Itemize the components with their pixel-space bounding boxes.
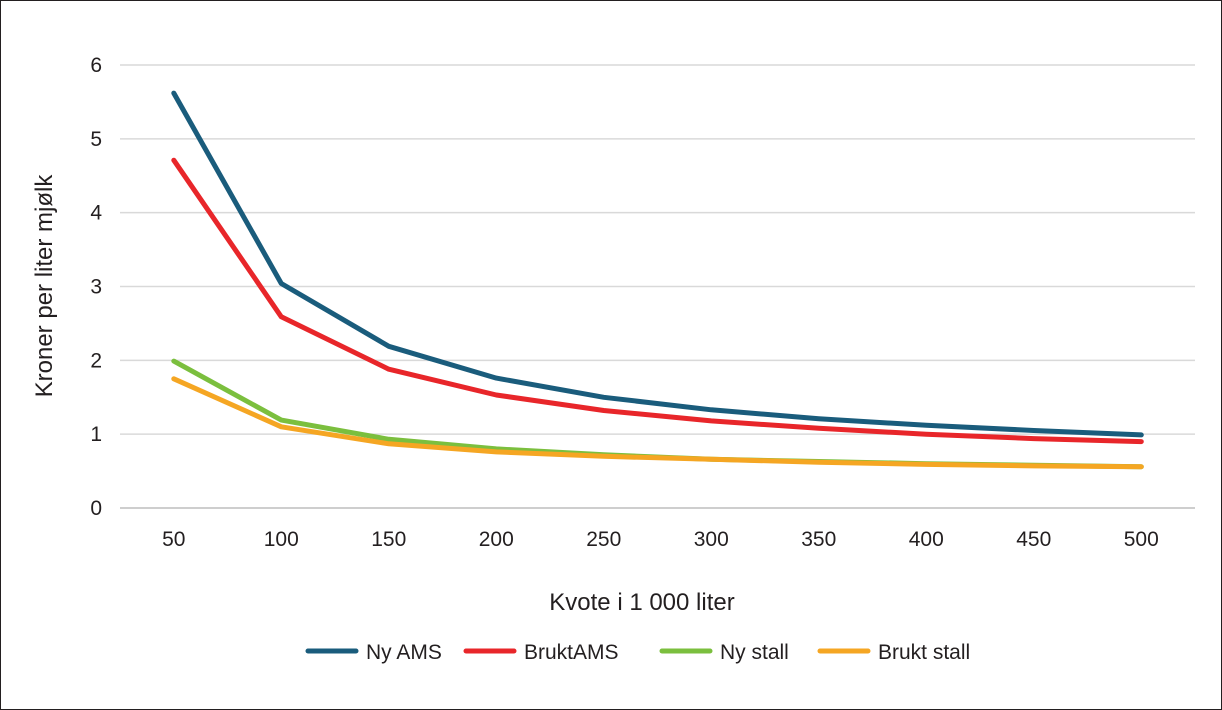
x-tick-label: 200 [479,528,514,551]
y-tick-label: 1 [90,423,102,446]
x-tick-label: 500 [1124,528,1159,551]
legend-label-0: Ny AMS [366,641,442,664]
x-tick-label: 400 [909,528,944,551]
x-tick-label: 250 [586,528,621,551]
x-tick-label: 150 [371,528,406,551]
legend-label-3: Brukt stall [878,641,970,664]
legend-label-2: Ny stall [720,641,789,664]
y-tick-label: 5 [90,128,102,151]
x-axis-title: Kvote i 1 000 liter [549,589,734,616]
series-lines [171,90,1144,470]
series-line-3 [171,376,1144,470]
x-tick-label: 50 [162,528,185,551]
legend: Ny AMS BruktAMS Ny stall Brukt stall [305,641,970,664]
y-tick-label: 3 [90,276,102,299]
y-tick-label: 6 [90,54,102,77]
x-tick-label: 350 [801,528,836,551]
x-tick-label: 100 [264,528,299,551]
x-tick-label: 450 [1016,528,1051,551]
y-tick-label: 2 [90,349,102,372]
x-tick-label: 300 [694,528,729,551]
x-axis-ticks: 50 100 150 200 250 300 350 400 450 500 [162,528,1159,551]
y-axis-ticks: 0 1 2 3 4 5 6 [90,54,102,520]
y-axis-title: Kroner per liter mjølk [31,174,58,398]
legend-label-1: BruktAMS [524,641,619,664]
y-tick-label: 4 [90,202,102,225]
series-line-1 [171,157,1144,445]
y-tick-label: 0 [90,497,102,520]
gridlines [120,64,1195,509]
series-line-0 [171,90,1144,438]
